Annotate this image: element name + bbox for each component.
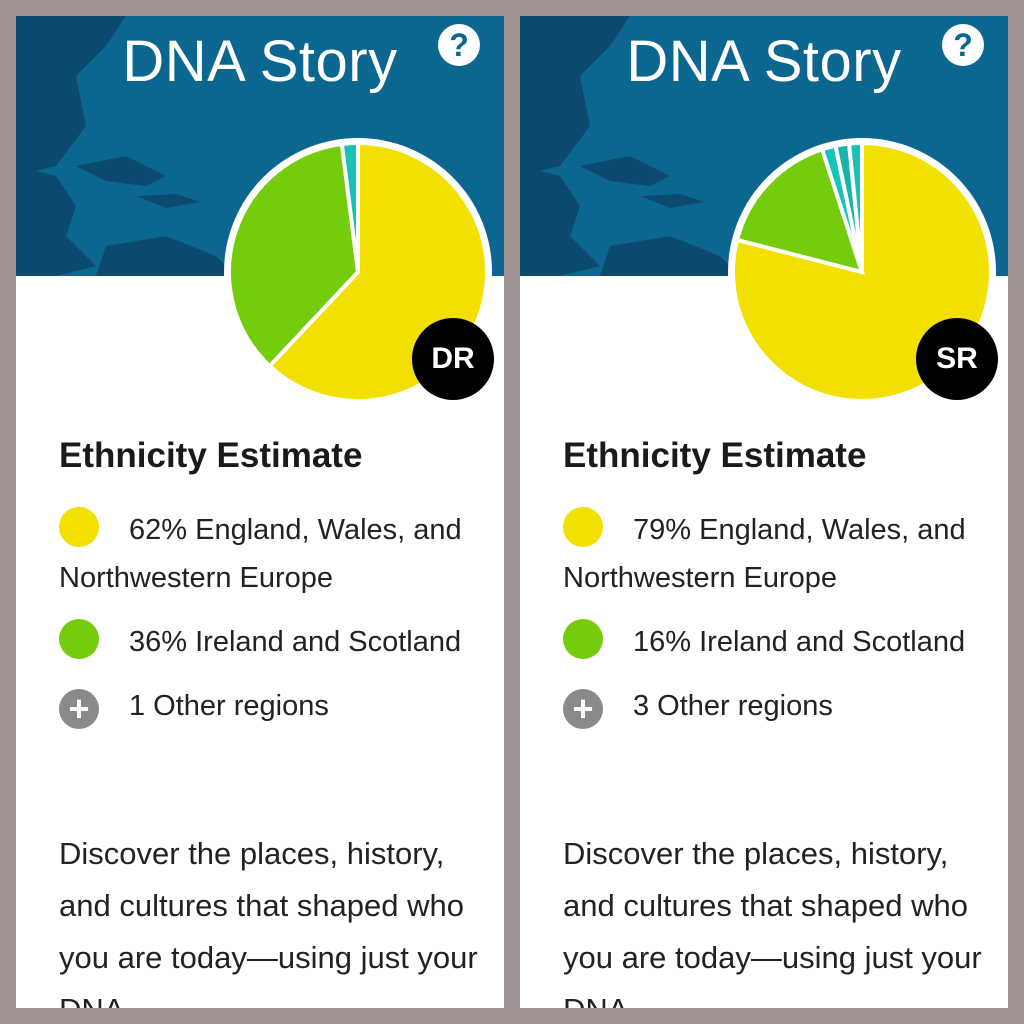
yellow-swatch-icon — [59, 507, 99, 547]
help-question-icon[interactable]: ? — [438, 24, 480, 66]
dna-story-card-sr[interactable]: DNA Story ? SR Ethnicity Estimate 79% En… — [520, 16, 1008, 1008]
legend-item-ireland[interactable]: 16% Ireland and Scotland — [563, 618, 983, 666]
legend-item-ireland[interactable]: 36% Ireland and Scotland — [59, 618, 479, 666]
description-text: Discover the places, history, and cultur… — [563, 836, 982, 1008]
user-avatar[interactable]: DR — [412, 318, 494, 400]
help-question-icon[interactable]: ? — [942, 24, 984, 66]
legend-item-england[interactable]: 79% England, Wales, and Northwestern Eur… — [563, 506, 983, 602]
plus-icon: + — [59, 689, 99, 729]
other-regions-label: 3 Other regions — [633, 690, 833, 722]
dna-story-card-dr[interactable]: DNA Story ? DR Ethnicity Estimate 62% En… — [16, 16, 504, 1008]
ethnicity-legend: 62% England, Wales, and Northwestern Eur… — [59, 506, 479, 730]
legend-region-name: England, Wales, and Northwestern Europe — [59, 514, 462, 594]
plus-icon: + — [563, 689, 603, 729]
legend-item-england[interactable]: 62% England, Wales, and Northwestern Eur… — [59, 506, 479, 602]
legend-percent: 36% — [129, 626, 188, 658]
green-swatch-icon — [563, 619, 603, 659]
legend-region-name: Ireland and Scotland — [195, 626, 462, 658]
pie-slice-2 — [339, 140, 360, 273]
green-swatch-icon — [59, 619, 99, 659]
legend-region-name: Ireland and Scotland — [699, 626, 966, 658]
user-avatar[interactable]: SR — [916, 318, 998, 400]
ethnicity-estimate-heading: Ethnicity Estimate — [563, 436, 867, 475]
card-title: DNA Story — [122, 29, 398, 94]
pie-slice-4 — [846, 140, 864, 273]
other-regions-toggle[interactable]: +3 Other regions — [563, 682, 983, 730]
legend-region-name: England, Wales, and Northwestern Europe — [563, 514, 966, 594]
other-regions-label: 1 Other regions — [129, 690, 329, 722]
ethnicity-legend: 79% England, Wales, and Northwestern Eur… — [563, 506, 983, 730]
caribbean-map-graphic — [520, 16, 740, 276]
yellow-swatch-icon — [563, 507, 603, 547]
legend-percent: 79% — [633, 514, 692, 546]
other-regions-toggle[interactable]: +1 Other regions — [59, 682, 479, 730]
legend-percent: 16% — [633, 626, 692, 658]
description-text: Discover the places, history, and cultur… — [59, 836, 478, 1008]
pie-slice-1 — [227, 141, 361, 369]
card-title: DNA Story — [626, 29, 902, 94]
caribbean-map-graphic — [16, 16, 236, 276]
legend-percent: 62% — [129, 514, 188, 546]
ethnicity-estimate-heading: Ethnicity Estimate — [59, 436, 363, 475]
